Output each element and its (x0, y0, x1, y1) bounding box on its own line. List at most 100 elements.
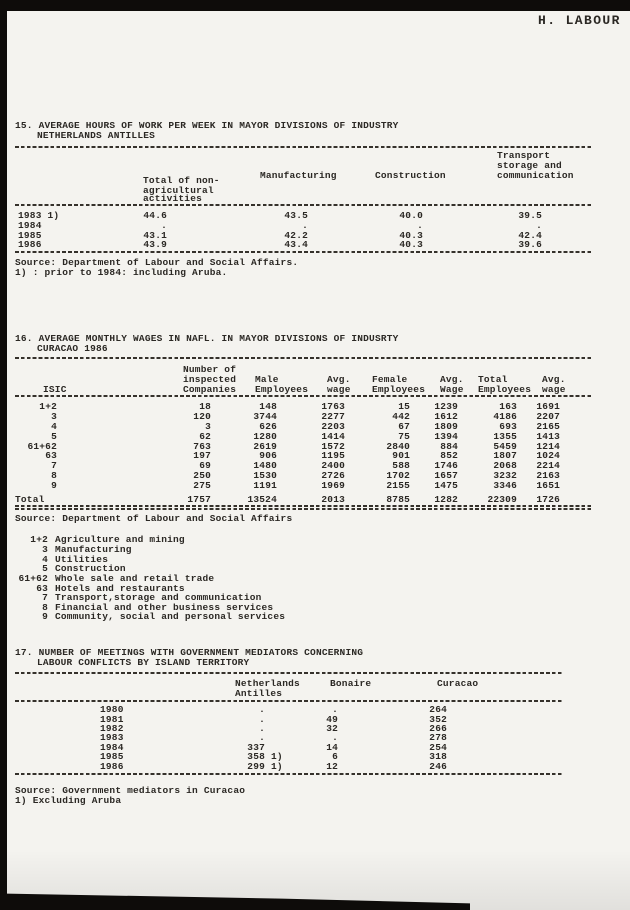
table-row: 1981 . 49 352 (0, 715, 630, 725)
cell-value: 2068 (493, 460, 517, 471)
legend-item: 4 Utilities (0, 555, 630, 565)
cell-value: . (259, 723, 265, 734)
cell-value: . (259, 704, 265, 715)
cell-value: 1280 (253, 431, 277, 442)
cell-value: 32 (326, 723, 338, 734)
cell-value: . (259, 714, 265, 725)
cell-isic: 5 (51, 431, 57, 442)
cell-value: 337 (247, 742, 265, 753)
table17-title-line2: LABOUR CONFLICTS BY ISLAND TERRITORY (37, 657, 250, 668)
cell-value: 5459 (493, 441, 517, 452)
cell-footnote-marker: 1) (271, 761, 283, 772)
cell-value: 1214 (536, 441, 560, 452)
table-row: 1+2 18 148 1763 15 1239 163 1691 (0, 402, 630, 412)
table16-header-isic: ISIC (43, 384, 67, 395)
legend-label: Hotels and restaurants (55, 583, 185, 594)
cell-value: 62 (199, 431, 211, 442)
table-row: 3 120 3744 2277 442 1612 4186 2207 (0, 412, 630, 422)
page-title: H. LABOUR (538, 13, 621, 28)
cell-value: 1191 (253, 480, 277, 491)
cell-value: 318 (429, 751, 447, 762)
cell-value: 43.9 (143, 239, 167, 250)
legend-item: 61+62 Whole sale and retail trade (0, 574, 630, 584)
legend-code: 9 (42, 611, 48, 622)
cell-value: 2163 (536, 470, 560, 481)
table-row: 1985 43.1 42.2 40.3 42.4 (0, 231, 630, 241)
table-row: 63 197 906 1195 901 852 1807 1024 (0, 451, 630, 461)
cell-value: 1969 (321, 480, 345, 491)
cell-value: . (332, 732, 338, 743)
legend-label: Utilities (55, 554, 109, 565)
cell-value: 1414 (321, 431, 345, 442)
table16-header-avg-wage: wage (542, 384, 566, 395)
cell-value: 1282 (434, 494, 458, 505)
cell-value: 1530 (253, 470, 277, 481)
cell-value: 588 (392, 460, 410, 471)
cell-value: 1746 (434, 460, 458, 471)
table16-header-companies: inspected (183, 374, 237, 385)
cell-value: . (161, 220, 167, 231)
legend-label: Manufacturing (55, 544, 132, 555)
table16-header-male: Male (255, 374, 279, 385)
cell-value: 14 (326, 742, 338, 753)
ruled-line (15, 700, 562, 702)
cell-value: 275 (193, 480, 211, 491)
cell-value: 4186 (493, 411, 517, 422)
table16-header-female: Employees (372, 384, 426, 395)
table17-title-line1: 17. NUMBER OF MEETINGS WITH GOVERNMENT M… (15, 647, 364, 658)
table16-source: Source: Department of Labour and Social … (15, 513, 293, 524)
cell-value: . (332, 704, 338, 715)
cell-value: 75 (398, 431, 410, 442)
legend-item: 5 Construction (0, 564, 630, 574)
cell-value: 22309 (487, 494, 517, 505)
table15-header-manufacturing: Manufacturing (260, 170, 337, 181)
cell-value: 2013 (321, 494, 345, 505)
cell-value: 163 (499, 401, 517, 412)
cell-year: 1985 (100, 751, 124, 762)
ruled-line (15, 204, 592, 206)
legend-item: 8 Financial and other business services (0, 603, 630, 613)
cell-value: 120 (193, 411, 211, 422)
table16-title-line2: CURACAO 1986 (37, 343, 108, 354)
cell-year: 1982 (100, 723, 124, 734)
cell-value: 1691 (536, 401, 560, 412)
cell-isic: 4 (51, 421, 57, 432)
table-total-row: Total 1757 13524 2013 8785 1282 22309 17… (0, 495, 630, 505)
legend-item: 1+2 Agriculture and mining (0, 535, 630, 545)
cell-isic: 63 (45, 450, 57, 461)
cell-year: 1984 (18, 220, 42, 231)
legend-code: 4 (42, 554, 48, 565)
cell-value: 2214 (536, 460, 560, 471)
cell-value: 250 (193, 470, 211, 481)
cell-value: 1809 (434, 421, 458, 432)
legend-item: 3 Manufacturing (0, 545, 630, 555)
table15-header-construction: Construction (375, 170, 446, 181)
table15-title-line2: NETHERLANDS ANTILLES (37, 130, 156, 141)
ruled-line (15, 146, 592, 148)
table17-header-netherlands-antilles: Antilles (235, 688, 283, 699)
legend-item: 7 Transport,storage and communication (0, 593, 630, 603)
cell-value: 12 (326, 761, 338, 772)
legend-item: 63 Hotels and restaurants (0, 584, 630, 594)
cell-value: 1024 (536, 450, 560, 461)
legend-item: 9 Community, social and personal service… (0, 612, 630, 622)
table-row: 1984 . . . . (0, 221, 630, 231)
cell-value: 6 (332, 751, 338, 762)
cell-value: . (259, 732, 265, 743)
legend-code: 3 (42, 544, 48, 555)
table16-header-female: Female (372, 374, 408, 385)
cell-value: 1726 (536, 494, 560, 505)
cell-year: 1981 (100, 714, 124, 725)
cell-value: 358 (247, 751, 265, 762)
cell-value: 40.0 (399, 210, 423, 221)
cell-year: 1980 (100, 704, 124, 715)
cell-isic: 7 (51, 460, 57, 471)
cell-value: 18 (199, 401, 211, 412)
table-row: 61+62 763 2619 1572 2840 884 5459 1214 (0, 442, 630, 452)
cell-value: 13524 (247, 494, 277, 505)
cell-value: 43.1 (143, 230, 167, 241)
cell-isic: 3 (51, 411, 57, 422)
cell-value: 1807 (493, 450, 517, 461)
paper-background (7, 11, 630, 910)
cell-value: 901 (392, 450, 410, 461)
